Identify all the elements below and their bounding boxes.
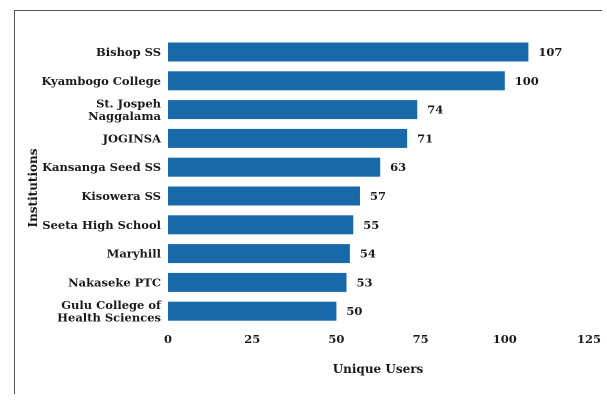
category-label: Kansanga Seed SS <box>42 160 161 174</box>
value-label: 54 <box>360 247 376 261</box>
x-tick-label: 25 <box>244 332 260 346</box>
category-labels: Bishop SS Kyambogo College St. Jospeh Nagga… <box>42 45 163 324</box>
bar <box>168 100 418 120</box>
x-tick-label: 50 <box>328 332 344 346</box>
value-label: 100 <box>515 74 539 88</box>
category-label: Bishop SS <box>96 45 161 59</box>
category-label: Maryhill <box>107 247 162 261</box>
x-tick-label: 100 <box>493 332 517 346</box>
value-labels: 107 100 74 71 63 57 55 54 53 50 <box>346 45 562 318</box>
category-label: Nakaseke PTC <box>68 275 161 289</box>
bar <box>168 272 347 292</box>
bar <box>168 215 354 235</box>
x-tick-label: 125 <box>577 332 601 346</box>
bar <box>168 186 360 206</box>
x-tick-label: 75 <box>413 332 429 346</box>
chart-frame <box>14 10 602 394</box>
value-label: 50 <box>346 304 362 318</box>
x-axis-title: Unique Users <box>333 362 424 376</box>
value-label: 71 <box>417 131 433 145</box>
category-label: Kisowera SS <box>81 189 161 203</box>
category-label: JOGINSA <box>102 131 162 145</box>
value-label: 55 <box>363 218 379 232</box>
value-label: 57 <box>370 189 386 203</box>
category-label: St. Jospeh Naggalama <box>88 96 162 123</box>
x-tick-labels: 0 25 50 75 100 125 <box>164 332 601 346</box>
y-axis-title: Institutions <box>26 148 40 227</box>
value-label: 107 <box>538 45 562 59</box>
value-label: 74 <box>427 103 443 117</box>
bar <box>168 301 337 321</box>
bar <box>168 42 529 62</box>
bar <box>168 157 381 177</box>
bar <box>168 244 350 264</box>
bar <box>168 71 505 91</box>
category-label: Seeta High School <box>42 218 161 232</box>
bars-group <box>168 42 529 321</box>
category-label: Gulu College of Health Sciences <box>57 298 162 325</box>
x-tick-label: 0 <box>164 332 172 346</box>
value-label: 63 <box>390 160 406 174</box>
value-label: 53 <box>357 275 373 289</box>
category-label: Kyambogo College <box>42 74 161 88</box>
bar <box>168 128 408 148</box>
